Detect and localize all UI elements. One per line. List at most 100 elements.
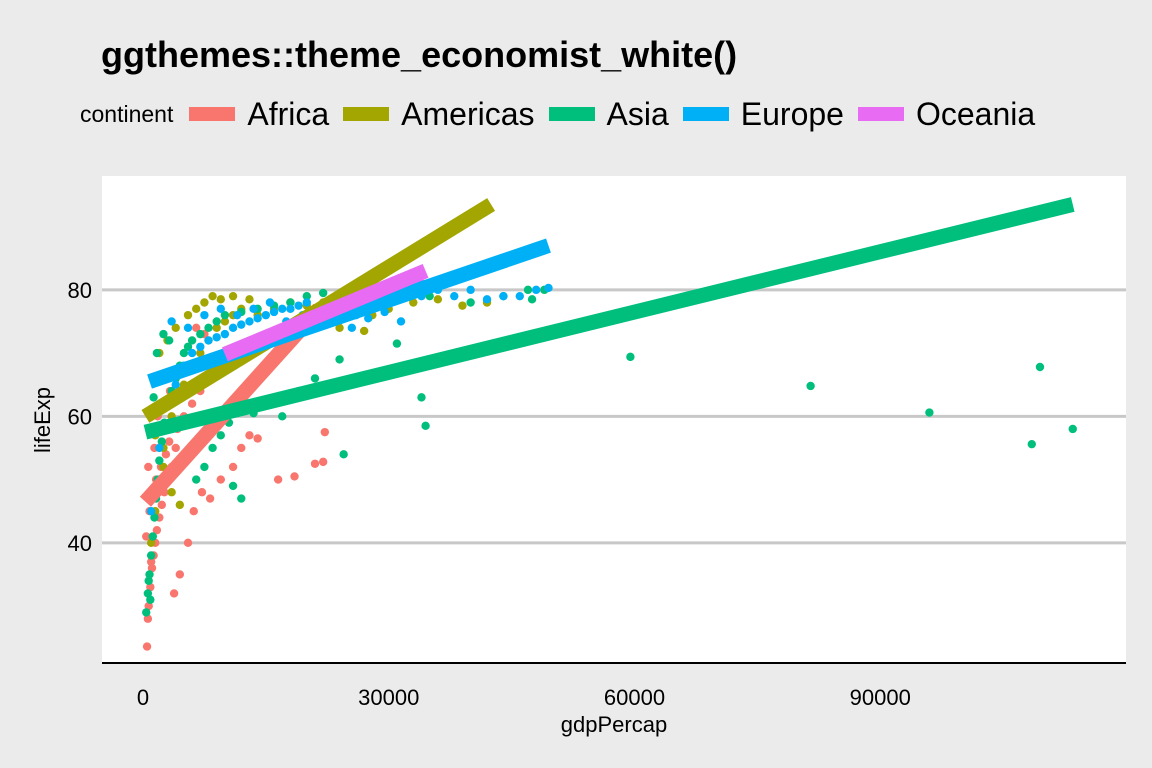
data-point bbox=[197, 488, 207, 497]
x-tick-label: 60000 bbox=[604, 685, 665, 710]
data-point bbox=[167, 488, 176, 497]
y-tick-label: 40 bbox=[68, 531, 92, 556]
data-point bbox=[237, 443, 246, 453]
data-point bbox=[149, 393, 158, 402]
data-point bbox=[146, 507, 156, 516]
data-point bbox=[167, 317, 176, 326]
data-point bbox=[232, 310, 242, 320]
data-point bbox=[273, 475, 283, 484]
data-point bbox=[212, 333, 221, 342]
data-point bbox=[171, 380, 180, 389]
x-axis-ticks: 0 30000 60000 90000 bbox=[137, 685, 911, 710]
data-point bbox=[466, 285, 475, 295]
data-point bbox=[417, 393, 426, 402]
data-point bbox=[146, 551, 156, 560]
plot-panel bbox=[102, 176, 1126, 663]
data-point bbox=[171, 443, 180, 453]
data-point bbox=[147, 563, 157, 573]
data-point bbox=[392, 339, 402, 348]
data-point bbox=[175, 570, 185, 579]
data-point bbox=[152, 525, 162, 535]
data-point bbox=[364, 314, 373, 323]
data-point bbox=[245, 317, 254, 326]
data-point bbox=[144, 601, 153, 611]
data-point bbox=[220, 317, 230, 326]
data-point bbox=[161, 450, 171, 459]
gridlines bbox=[102, 288, 1126, 545]
data-point bbox=[626, 352, 635, 362]
data-point bbox=[544, 283, 553, 293]
data-point bbox=[216, 304, 225, 314]
data-point bbox=[142, 532, 151, 541]
data-point bbox=[169, 589, 179, 598]
legend-key-oceania bbox=[857, 107, 904, 121]
data-point bbox=[204, 323, 213, 332]
legend-key-asia bbox=[548, 107, 595, 121]
x-tick-label: 90000 bbox=[850, 685, 911, 710]
data-point bbox=[152, 348, 162, 358]
data-point bbox=[806, 381, 815, 391]
data-point bbox=[220, 329, 230, 339]
legend-title: continent bbox=[80, 100, 174, 127]
data-point bbox=[146, 582, 155, 592]
data-point bbox=[183, 310, 193, 320]
data-point bbox=[146, 538, 156, 548]
y-tick-label: 80 bbox=[68, 278, 92, 303]
data-point bbox=[286, 304, 295, 314]
data-point bbox=[192, 323, 201, 332]
data-point bbox=[145, 570, 154, 579]
data-point bbox=[187, 399, 197, 408]
data-point bbox=[499, 291, 508, 301]
data-point bbox=[155, 456, 164, 465]
data-point bbox=[531, 285, 541, 295]
x-tick-label: 30000 bbox=[358, 685, 419, 710]
data-point bbox=[278, 412, 287, 421]
data-point bbox=[150, 513, 159, 522]
legend-item-oceania: Oceania bbox=[857, 96, 1035, 133]
data-point bbox=[396, 317, 406, 326]
legend-key-europe bbox=[682, 107, 729, 121]
data-point bbox=[261, 310, 271, 320]
data-point bbox=[208, 291, 217, 301]
data-point bbox=[237, 320, 246, 329]
data-point bbox=[157, 437, 167, 446]
data-point bbox=[433, 295, 443, 304]
data-point bbox=[205, 494, 215, 503]
legend-item-europe: Europe bbox=[682, 96, 844, 133]
data-point bbox=[200, 462, 209, 472]
data-point bbox=[466, 298, 475, 307]
data-point bbox=[183, 342, 193, 351]
data-point bbox=[228, 291, 238, 301]
data-point bbox=[318, 457, 328, 467]
data-point bbox=[189, 507, 198, 516]
data-point bbox=[515, 291, 524, 301]
data-point bbox=[196, 348, 205, 358]
data-point bbox=[208, 443, 217, 453]
y-axis-ticks: 40 60 80 bbox=[68, 278, 92, 556]
legend-key-americas bbox=[343, 107, 390, 121]
data-point bbox=[269, 307, 279, 317]
data-point bbox=[183, 323, 193, 332]
data-point bbox=[237, 494, 246, 503]
y-tick-label: 60 bbox=[68, 404, 92, 429]
legend-label-asia: Asia bbox=[606, 95, 669, 132]
data-point bbox=[1027, 439, 1036, 449]
legend-item-asia: Asia bbox=[548, 95, 669, 133]
data-point bbox=[925, 408, 934, 417]
data-point bbox=[192, 475, 201, 484]
data-point bbox=[216, 431, 225, 440]
data-point bbox=[421, 421, 430, 431]
data-point bbox=[144, 576, 153, 585]
data-point bbox=[245, 431, 254, 440]
chart-title: ggthemes::theme_economist_white() bbox=[101, 34, 738, 75]
data-point bbox=[155, 443, 164, 453]
data-point bbox=[335, 355, 344, 364]
data-point bbox=[200, 298, 209, 307]
data-point bbox=[143, 614, 153, 623]
data-point bbox=[142, 608, 151, 617]
data-point bbox=[187, 348, 197, 358]
data-point bbox=[220, 310, 230, 320]
data-point bbox=[204, 336, 213, 345]
data-point bbox=[212, 317, 221, 326]
